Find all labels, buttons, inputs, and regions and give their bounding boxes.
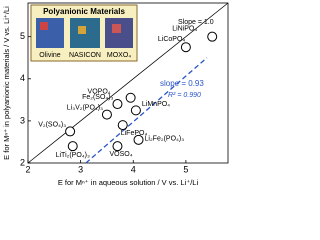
y-tick-label: 5 <box>20 31 25 41</box>
point-label: V₂(SO₄)₃ <box>38 121 66 128</box>
point-label: VOPO₄ <box>88 89 111 96</box>
point-label: Li₂Fe₂(PO₄)₃ <box>145 136 185 143</box>
y-tick-label: 3 <box>20 115 25 125</box>
inset-label: Olivine <box>39 52 61 59</box>
point-label: LiCoPO₄ <box>158 36 186 43</box>
x-tick-label: 2 <box>25 164 30 174</box>
x-tick-label: 4 <box>131 164 136 174</box>
data-point <box>112 99 123 110</box>
fit-line <box>85 57 208 164</box>
plot-frame <box>27 2 229 164</box>
y-tick-label: 4 <box>20 73 25 83</box>
chart: Polyanionic Materials Olivine NASICON MO… <box>2 2 229 187</box>
data-point <box>133 134 144 145</box>
y-tick-label: 2 <box>20 157 25 167</box>
data-point <box>125 92 136 103</box>
point-label: Fe₂(SO₄)₃ <box>82 94 114 101</box>
inset-label: MOXO₄ <box>107 52 131 59</box>
data-point <box>65 126 76 137</box>
inset-title: Polyanionic Materials <box>43 7 125 16</box>
point-label: LiNiPO₄ <box>172 26 197 33</box>
moxo4-image <box>112 24 121 33</box>
data-point <box>180 42 191 53</box>
x-axis-label: E for Mⁿ⁺ in aqueous solution / V vs. Li… <box>58 178 199 187</box>
data-point <box>117 120 128 131</box>
x-tick-label: 5 <box>183 164 188 174</box>
data-point <box>67 141 78 152</box>
nasicon-image <box>78 26 86 34</box>
data-point <box>207 31 218 42</box>
x-tick-label: 3 <box>78 164 83 174</box>
identity-annotation: Slope = 1.0 <box>178 19 214 26</box>
olivine-image <box>40 22 48 30</box>
data-point <box>101 109 112 120</box>
point-label: VOSO₄ <box>109 151 132 158</box>
point-label: Li₃V₂(PO₄)₃ <box>67 104 103 111</box>
identity-line <box>27 2 229 164</box>
data-point <box>112 141 123 152</box>
data-point <box>130 105 141 116</box>
inset: Polyanionic Materials Olivine NASICON MO… <box>30 4 138 62</box>
fit-annotation: R² = 0.990 <box>168 92 201 99</box>
fit-annotation: slope = 0.93 <box>160 79 204 88</box>
point-label: LiFePO₄ <box>121 130 148 137</box>
point-label: LiMnPO₄ <box>142 101 170 108</box>
y-axis-label: E for Mⁿ⁺ in polyanionic materials / V v… <box>2 6 11 160</box>
point-label: LiTi₂(PO₄)₃ <box>56 152 90 159</box>
inset-label: NASICON <box>69 52 101 59</box>
